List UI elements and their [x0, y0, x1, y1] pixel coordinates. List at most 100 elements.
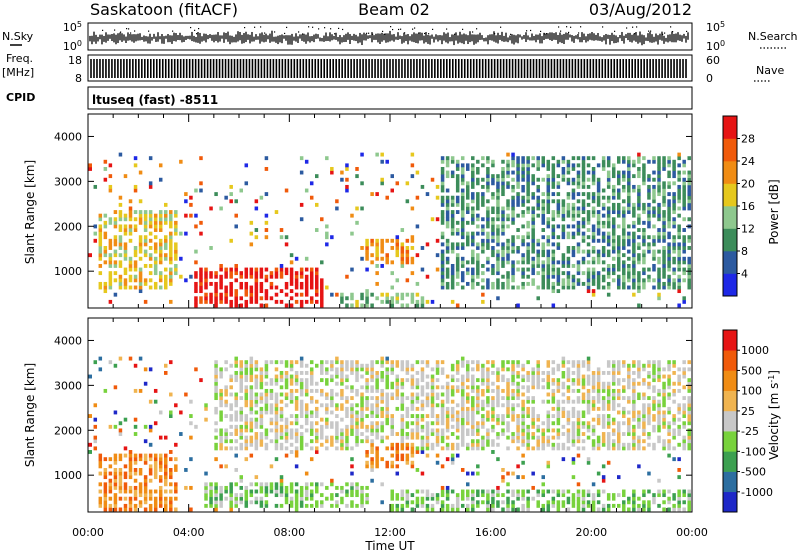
data-cell	[199, 181, 203, 186]
data-cell	[405, 370, 410, 375]
data-cell	[113, 235, 118, 240]
data-cell	[541, 228, 545, 232]
data-cell	[637, 503, 641, 508]
data-cell	[304, 406, 309, 411]
data-cell	[476, 360, 480, 365]
freq-panel: 18 8 60 0	[68, 54, 720, 85]
data-cell	[551, 271, 556, 276]
data-cell	[108, 174, 113, 179]
noise-search-sample	[330, 28, 332, 30]
data-cell	[274, 489, 279, 494]
data-cell	[677, 206, 681, 211]
data-cell	[143, 457, 148, 462]
data-cell	[526, 378, 530, 383]
data-cell	[425, 421, 430, 426]
data-cell	[395, 464, 400, 469]
data-cell	[420, 471, 425, 476]
data-cell	[138, 278, 143, 283]
data-cell	[158, 467, 163, 472]
data-cell	[279, 424, 284, 429]
data-cell	[103, 166, 108, 171]
data-cell	[536, 428, 540, 433]
data-cell	[395, 385, 400, 390]
data-cell	[113, 410, 118, 415]
data-cell	[400, 392, 405, 397]
data-cell	[606, 217, 611, 222]
data-cell	[596, 278, 601, 283]
data-cell	[541, 242, 545, 247]
data-cell	[642, 256, 646, 261]
data-cell	[330, 442, 334, 447]
data-cell	[375, 403, 379, 408]
data-cell	[496, 281, 500, 286]
data-cell	[566, 192, 571, 197]
data-cell	[143, 278, 148, 283]
data-cell	[284, 439, 289, 444]
data-cell	[345, 435, 349, 440]
data-cell	[390, 507, 394, 512]
data-cell	[445, 224, 450, 229]
data-cell	[123, 217, 128, 222]
data-cell	[214, 360, 218, 365]
data-cell	[380, 181, 384, 186]
data-cell	[486, 235, 490, 240]
data-cell	[622, 242, 626, 247]
data-cell	[284, 417, 289, 422]
data-cell	[239, 385, 243, 390]
data-cell	[133, 228, 138, 232]
data-cell	[627, 184, 631, 189]
data-cell	[445, 156, 450, 161]
data-cell	[234, 378, 238, 383]
data-cell	[516, 489, 520, 494]
data-cell	[410, 363, 415, 368]
data-cell	[264, 428, 269, 433]
noise-search-sample	[636, 26, 638, 28]
data-cell	[450, 224, 455, 229]
data-cell	[581, 231, 586, 236]
data-cell	[249, 489, 254, 494]
data-cell	[460, 285, 465, 290]
data-cell	[526, 399, 530, 404]
data-cell	[637, 188, 641, 193]
data-cell	[450, 374, 455, 379]
data-cell	[632, 267, 636, 272]
data-cell	[622, 410, 626, 415]
data-cell	[184, 231, 188, 236]
data-cell	[450, 299, 455, 304]
data-cell	[450, 228, 455, 232]
data-cell	[496, 388, 500, 393]
data-cell	[642, 507, 646, 512]
data-cell	[385, 414, 389, 418]
data-cell	[113, 260, 118, 265]
data-cell	[264, 374, 269, 379]
data-cell	[304, 188, 309, 193]
data-cell	[531, 174, 535, 179]
data-cell	[586, 403, 591, 408]
data-cell	[385, 417, 389, 422]
data-cell	[486, 188, 490, 193]
data-cell	[546, 274, 551, 279]
data-cell	[611, 378, 616, 383]
data-cell	[476, 471, 480, 476]
data-cell	[315, 421, 319, 426]
data-cell	[622, 446, 626, 451]
data-cell	[591, 235, 596, 240]
data-cell	[330, 503, 334, 508]
data-cell	[546, 410, 551, 415]
data-cell	[486, 174, 490, 179]
data-cell	[556, 202, 561, 207]
data-cell	[471, 210, 475, 214]
data-cell	[541, 482, 545, 487]
data-cell	[390, 260, 394, 265]
data-cell	[561, 159, 566, 164]
data-cell	[642, 410, 646, 415]
data-cell	[279, 485, 284, 490]
data-cell	[440, 249, 445, 254]
data-cell	[340, 363, 344, 368]
data-cell	[571, 263, 576, 268]
data-cell	[345, 432, 349, 436]
data-cell	[385, 195, 389, 200]
data-cell	[330, 439, 334, 444]
data-cell	[425, 432, 430, 436]
data-cell	[259, 485, 264, 490]
